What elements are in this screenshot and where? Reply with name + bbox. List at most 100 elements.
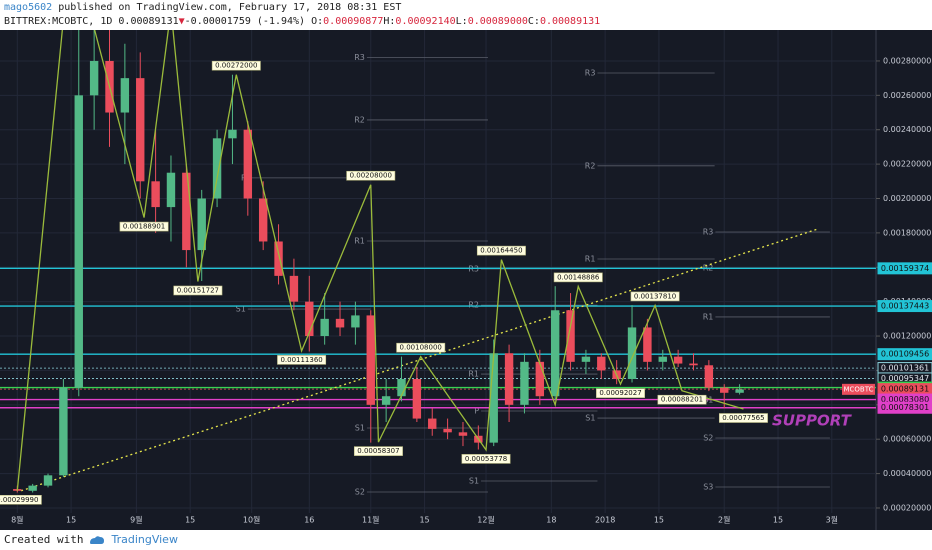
annotation-label: 0.00053778 [465,455,507,463]
x-tick-label: 18 [546,516,556,525]
level-tag [877,262,932,275]
candle-body [704,365,714,388]
annotation-box [718,413,768,423]
annotation-label: 0.00088201 [661,396,703,404]
x-tick-label: 2월 [718,515,730,525]
ohlc-value: 0.00090877 [323,16,384,27]
candle-body [735,389,744,393]
level-label: 0.00078301 [881,403,929,412]
candle-body [197,198,206,251]
annotation-box [657,394,707,405]
candle-body [166,172,176,208]
pivot-label: S3 [703,483,713,492]
annotation-box [0,495,42,505]
candle-body [43,475,53,486]
candle-body [689,363,698,366]
candle-body [289,275,299,302]
x-tick-label: 3월 [826,515,838,525]
candle-body [673,356,683,364]
pivot-label: S1 [585,414,595,423]
ohlc-value: 0.00089000 [467,16,528,27]
pivot-label: P [474,407,479,416]
x-tick-label: 15 [185,516,195,525]
x-tick-label: 2018 [595,516,615,525]
pivot-label: R3 [703,228,714,237]
ohlc-key: O: [311,16,324,27]
y-tick-label: 0.00180000 [883,228,931,237]
zigzag-line [16,30,744,491]
annotation-label: 0.00208000 [350,172,392,180]
annotation-label: 0.00188901 [123,223,165,231]
candle-body [658,356,667,362]
candle-body [627,327,637,380]
candle-body [351,315,360,328]
candle-body [366,315,375,405]
y-tick-label: 0.00280000 [883,56,931,65]
x-tick-label: 15 [419,516,429,525]
level-label: 0.00159374 [881,264,929,273]
pivot-label: S1 [355,424,365,433]
author[interactable]: mago5602 [4,2,53,13]
y-tick-label: 0.00260000 [883,91,931,100]
ohlc-key: L: [455,16,468,27]
annotation-box [346,170,396,181]
x-tick-label: 8월 [11,515,23,525]
pivot-label: R2 [585,161,596,170]
annotation-label: 0.00137810 [634,292,676,300]
y-tick-label: 0.00220000 [883,160,931,169]
x-tick-label: 15 [66,516,76,525]
level-label: 0.00109456 [881,350,929,359]
candle-body [428,418,437,429]
candle-body [489,353,498,443]
pivot-label: S1 [236,305,246,314]
x-tick-label: 9월 [130,515,142,525]
level-tag [877,401,932,414]
level-label: 0.00137443 [881,302,929,311]
y-tick-label: 0.00120000 [883,332,931,341]
last-price: 0.00089131 [118,16,179,27]
candle-body [212,138,222,199]
candle-body [89,60,99,96]
x-tick-label: 12월 [477,515,495,525]
candle-body [320,318,329,337]
annotation-box [476,245,526,256]
x-tick-label: 15 [773,516,783,525]
candle-body [458,432,468,436]
logo-cloud [90,535,105,544]
candle-body [182,172,191,251]
candle-body [59,387,68,476]
annotation-label: 0.00029990 [0,496,38,504]
level-label: 0.00083080 [881,395,929,404]
candle-body [566,310,575,362]
footer: Created with TradingView [4,533,178,546]
pivot-label: R1 [703,312,714,321]
overlay: 0.000200000.000400000.000600000.00080000… [0,56,932,525]
y-tick-label: 0.00040000 [883,469,931,478]
annotation-box [119,221,169,232]
level-label: 0.00101361 [881,364,929,373]
annotation-box [553,272,603,283]
plot-area: PS1R3R2R1S1S2R3R2R1PS1R3R2R1S1R3R2R1S1S2… [0,30,876,513]
candle-body [520,361,529,405]
pivot-label: R3 [354,53,365,62]
pivot-label: S1 [469,476,479,485]
candle-body [305,301,314,337]
symbol-tag: MCOBTC [844,385,874,393]
annotation-box [630,291,680,302]
y-tick-label: 0.00200000 [883,194,931,203]
annotation-label: 0.00151727 [177,286,219,294]
ohlc-key: H: [383,16,396,27]
ohlc-value: 0.00089131 [539,16,601,27]
brand[interactable]: TradingView [111,533,178,546]
candle-body [120,78,130,113]
annotation-box [396,342,446,353]
pivot-label: R1 [585,255,596,264]
y-tick-label: 0.00060000 [883,435,931,444]
created-with: Created with [4,533,84,546]
candle-body [28,485,37,491]
annotation-box [277,355,327,365]
change: -0.00001759 (-1.94%) [184,16,306,27]
level-label: 0.00095347 [881,374,929,383]
x-tick-label: 10월 [243,515,261,525]
